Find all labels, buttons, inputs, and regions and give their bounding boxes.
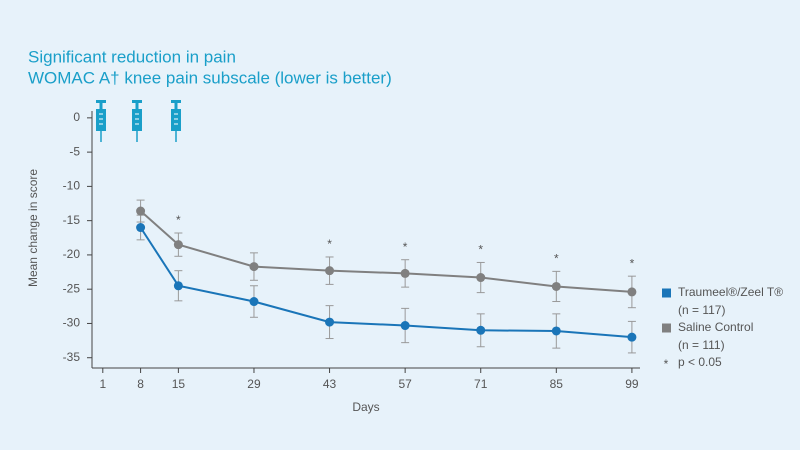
data-point (136, 223, 146, 233)
series-line (139, 210, 632, 293)
note-symbol: * (664, 357, 669, 371)
x-tick-label: 43 (323, 377, 337, 391)
data-point (551, 281, 561, 291)
data-point (249, 262, 259, 272)
x-tick-label: 29 (247, 377, 261, 391)
data-point (627, 332, 637, 342)
series-line (139, 226, 632, 339)
data-point (627, 287, 637, 297)
x-tick-label: 85 (550, 377, 564, 391)
note-text: p < 0.05 (678, 355, 722, 369)
data-point (325, 317, 335, 327)
legend-n: (n = 111) (678, 338, 725, 352)
y-tick-label: -15 (63, 213, 81, 227)
data-point (249, 297, 259, 307)
y-tick-label: -5 (69, 144, 80, 158)
annotation: * (403, 240, 408, 254)
x-axis-label: Days (352, 400, 379, 414)
y-tick-label: 0 (73, 110, 80, 124)
data-point (173, 281, 183, 291)
annotation: * (327, 237, 332, 251)
data-point (136, 206, 146, 216)
y-tick-label: -20 (63, 247, 81, 261)
x-tick-label: 99 (625, 377, 639, 391)
syringe (132, 100, 142, 142)
x-tick-label: 1 (99, 377, 106, 391)
annotation: * (176, 213, 181, 227)
syringe (171, 100, 181, 142)
y-tick-label: -25 (63, 281, 81, 295)
legend-swatch (662, 323, 671, 333)
x-tick-label: 15 (172, 377, 186, 391)
data-point (400, 268, 410, 278)
data-point (476, 325, 486, 335)
data-point (325, 266, 335, 276)
data-point (476, 273, 486, 283)
syringes (96, 100, 181, 142)
chart-subtitle: WOMAC A† knee pain subscale (lower is be… (28, 68, 392, 87)
legend-label: Traumeel®/Zeel T® (678, 285, 783, 299)
y-tick-label: -30 (63, 316, 81, 330)
syringe (96, 100, 106, 142)
annotation: * (478, 243, 483, 257)
data-point (400, 321, 410, 331)
y-axis-label: Mean change in score (26, 169, 40, 287)
legend-swatch (662, 288, 671, 298)
legend-n: (n = 117) (678, 303, 725, 317)
annotation: * (554, 252, 559, 266)
y-tick-label: -10 (63, 179, 81, 193)
y-tick-label: -35 (63, 350, 81, 364)
chart-title: Significant reduction in pain (28, 47, 236, 66)
x-tick-label: 8 (137, 377, 144, 391)
legend-label: Saline Control (678, 320, 753, 334)
annotation: * (630, 256, 635, 270)
data-point (551, 326, 561, 336)
data-point (173, 240, 183, 250)
x-tick-label: 57 (398, 377, 412, 391)
x-tick-label: 71 (474, 377, 488, 391)
